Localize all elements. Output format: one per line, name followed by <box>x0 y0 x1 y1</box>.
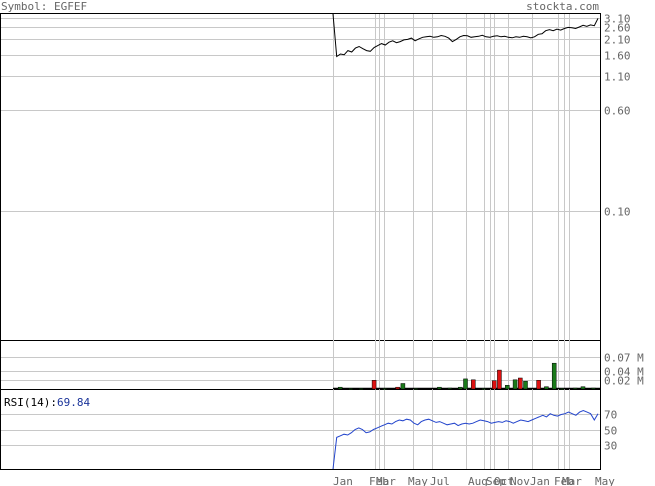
x-tick-label: Jul <box>430 475 450 486</box>
rsi-panel-frame <box>0 389 601 470</box>
volume-bar <box>523 380 528 390</box>
volume-bar <box>471 379 476 390</box>
volume-bar <box>337 386 343 390</box>
volume-bar <box>348 388 353 390</box>
volume-bar <box>413 388 419 390</box>
x-tick-label: May <box>595 475 615 486</box>
volume-bar <box>395 386 400 390</box>
volume-bar <box>551 362 557 390</box>
price-tick-label: 2.60 <box>604 22 631 35</box>
volume-bar <box>437 386 442 390</box>
x-tick-label: Feb <box>369 475 389 486</box>
volume-panel-frame <box>0 340 601 390</box>
volume-tick-label: 0.07 M <box>604 352 644 365</box>
price-tick-label: 0.10 <box>604 206 631 219</box>
rsi-value: 69.84 <box>57 396 90 409</box>
volume-bar <box>371 380 377 390</box>
rsi-tick-label: 50 <box>604 425 617 438</box>
volume-bar <box>505 385 510 390</box>
price-panel-frame <box>0 13 601 341</box>
volume-bar <box>572 387 578 390</box>
volume-bar <box>491 380 497 390</box>
x-tick-label: May <box>408 475 428 486</box>
symbol-label: Symbol: EGFEF <box>1 0 87 13</box>
volume-bar <box>518 377 523 390</box>
volume-bar <box>580 386 586 390</box>
rsi-tick-label: 70 <box>604 409 617 422</box>
volume-bar <box>447 387 453 390</box>
rsi-line <box>332 409 599 470</box>
x-tick-label: Jan <box>530 475 550 486</box>
rsi-tick-label: 30 <box>604 440 617 453</box>
x-tick-label: Nov <box>510 475 530 486</box>
rsi-label: RSI(14):69.84 <box>4 396 90 409</box>
volume-bar <box>382 388 387 390</box>
x-tick-label: Sep <box>486 475 506 486</box>
volume-bar <box>591 387 596 390</box>
volume-tick-label: 0.04 M <box>604 366 644 379</box>
price-tick-label: 3.10 <box>604 13 631 26</box>
volume-bar <box>559 388 565 390</box>
volume-bar <box>497 369 502 390</box>
x-tick-label: Jan <box>333 475 353 486</box>
volume-bar <box>536 380 541 390</box>
volume-bar <box>463 378 468 390</box>
volume-bar <box>481 388 487 390</box>
x-tick-label: Aug <box>468 475 488 486</box>
x-tick-label: Oct <box>494 475 514 486</box>
price-tick-label: 2.10 <box>604 34 631 47</box>
price-tick-label: 1.60 <box>604 50 631 63</box>
x-tick-label: Feb <box>554 475 574 486</box>
brand-link[interactable]: stockta.com <box>526 0 599 13</box>
volume-bar <box>544 386 549 390</box>
x-tick-label: Mar <box>376 475 396 486</box>
volume-bar <box>358 388 364 390</box>
x-tick-label: Mar <box>562 475 582 486</box>
price-tick-label: 1.10 <box>604 71 631 84</box>
volume-bar <box>400 383 406 390</box>
volume-tick-label: 0.02 M <box>604 375 644 388</box>
volume-bar <box>512 379 518 390</box>
price-tick-label: 0.60 <box>604 105 631 118</box>
rsi-label-name: RSI(14): <box>4 396 57 409</box>
volume-bar <box>458 386 463 390</box>
price-line <box>332 13 599 58</box>
